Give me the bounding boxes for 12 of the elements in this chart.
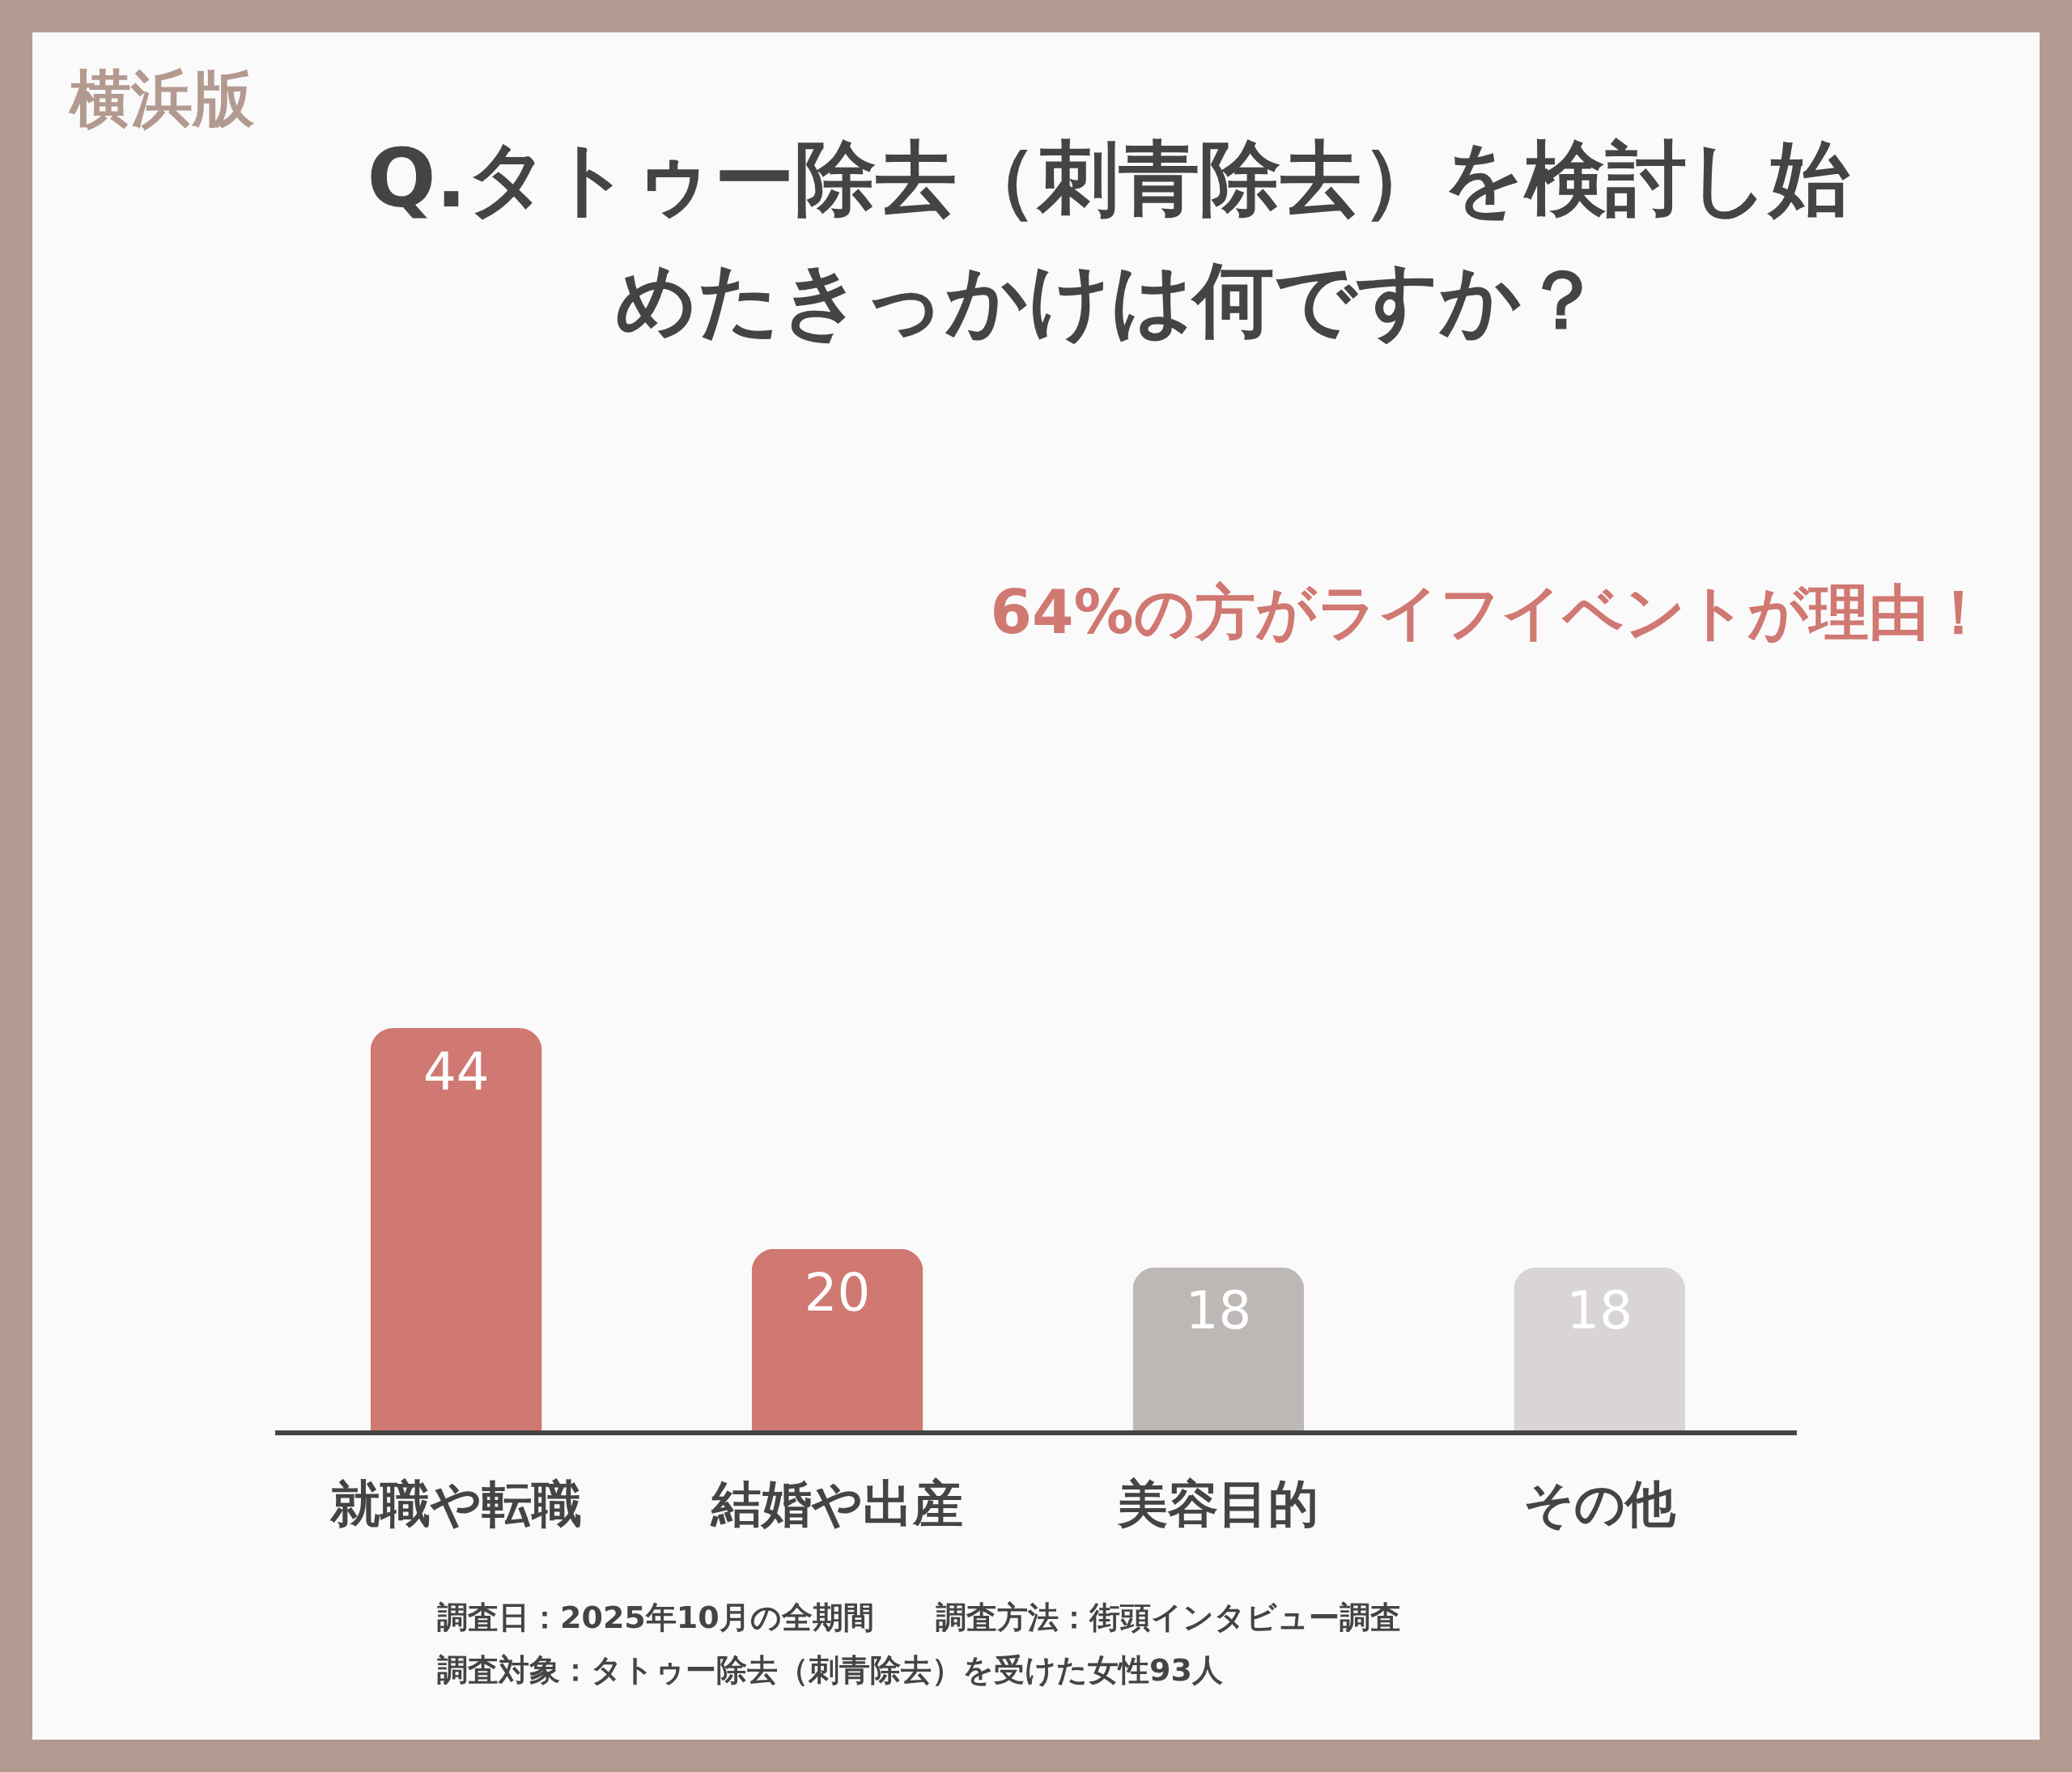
text: 調査対象：タトゥー除去（刺青除去）を受けた女性93人 <box>437 1652 1223 1688</box>
x-tick-label: 美容目的 <box>1117 1474 1319 1533</box>
text: 64%の方がライフイベントが理由！ <box>990 577 1989 647</box>
data-label: 44 <box>422 1042 490 1102</box>
text: 調査日：2025年10月の全期間 調査方法：街頭インタビュー調査 <box>437 1600 1401 1635</box>
chart-title: Q.タトゥー除去（刺青除去）を検討し始めたきっかけは何ですか？ <box>367 131 1851 347</box>
data-label: 18 <box>1185 1281 1252 1341</box>
x-tick-label: その他 <box>1523 1474 1677 1533</box>
x-tick-label: 結婚や出産 <box>710 1474 964 1533</box>
text: 横浜版 <box>68 62 255 134</box>
data-label: 20 <box>804 1262 871 1323</box>
x-tick-label: 就職や転職 <box>329 1474 583 1533</box>
